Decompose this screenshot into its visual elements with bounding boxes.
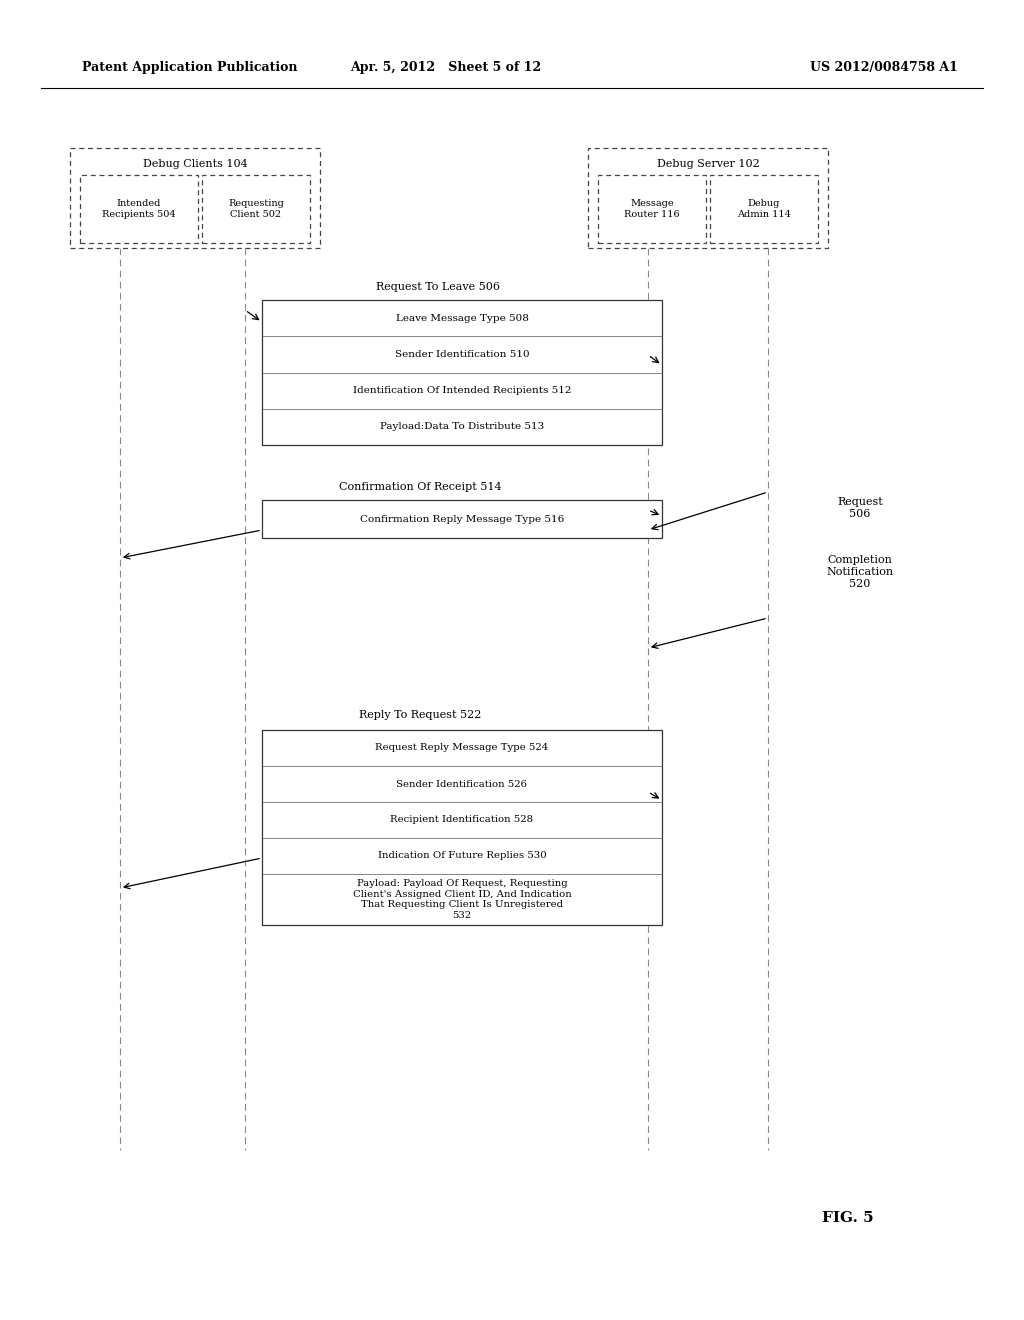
Text: Request To Leave 506: Request To Leave 506: [376, 282, 500, 292]
Text: Apr. 5, 2012   Sheet 5 of 12: Apr. 5, 2012 Sheet 5 of 12: [350, 62, 541, 74]
FancyBboxPatch shape: [80, 176, 198, 243]
Text: Leave Message Type 508: Leave Message Type 508: [395, 314, 528, 322]
Text: Indication Of Future Replies 530: Indication Of Future Replies 530: [378, 851, 547, 861]
Text: Completion
Notification
520: Completion Notification 520: [826, 556, 894, 589]
Text: Payload: Payload Of Request, Requesting
Client's Assigned Client ID, And Indicat: Payload: Payload Of Request, Requesting …: [352, 879, 571, 920]
Text: Requesting
Client 502: Requesting Client 502: [228, 199, 284, 219]
FancyBboxPatch shape: [262, 730, 662, 925]
FancyBboxPatch shape: [202, 176, 310, 243]
Text: Payload:Data To Distribute 513: Payload:Data To Distribute 513: [380, 422, 544, 432]
Text: Debug Server 102: Debug Server 102: [656, 158, 760, 169]
Text: Patent Application Publication: Patent Application Publication: [82, 62, 297, 74]
Text: Request
506: Request 506: [838, 498, 883, 519]
Text: Confirmation Reply Message Type 516: Confirmation Reply Message Type 516: [359, 515, 564, 524]
Text: Identification Of Intended Recipients 512: Identification Of Intended Recipients 51…: [352, 387, 571, 395]
Text: Recipient Identification 528: Recipient Identification 528: [390, 816, 534, 825]
Text: Confirmation Of Receipt 514: Confirmation Of Receipt 514: [339, 482, 502, 492]
Text: Request Reply Message Type 524: Request Reply Message Type 524: [376, 743, 549, 752]
Text: Reply To Request 522: Reply To Request 522: [358, 710, 481, 719]
FancyBboxPatch shape: [262, 500, 662, 539]
Text: US 2012/0084758 A1: US 2012/0084758 A1: [810, 62, 957, 74]
FancyBboxPatch shape: [710, 176, 818, 243]
FancyBboxPatch shape: [70, 148, 319, 248]
Text: Sender Identification 510: Sender Identification 510: [394, 350, 529, 359]
Text: Message
Router 116: Message Router 116: [625, 199, 680, 219]
Text: Debug
Admin 114: Debug Admin 114: [737, 199, 791, 219]
FancyBboxPatch shape: [598, 176, 706, 243]
FancyBboxPatch shape: [588, 148, 828, 248]
Text: Intended
Recipients 504: Intended Recipients 504: [102, 199, 176, 219]
FancyBboxPatch shape: [262, 300, 662, 445]
Text: Sender Identification 526: Sender Identification 526: [396, 780, 527, 788]
Text: Debug Clients 104: Debug Clients 104: [142, 158, 248, 169]
Text: FIG. 5: FIG. 5: [822, 1210, 873, 1225]
